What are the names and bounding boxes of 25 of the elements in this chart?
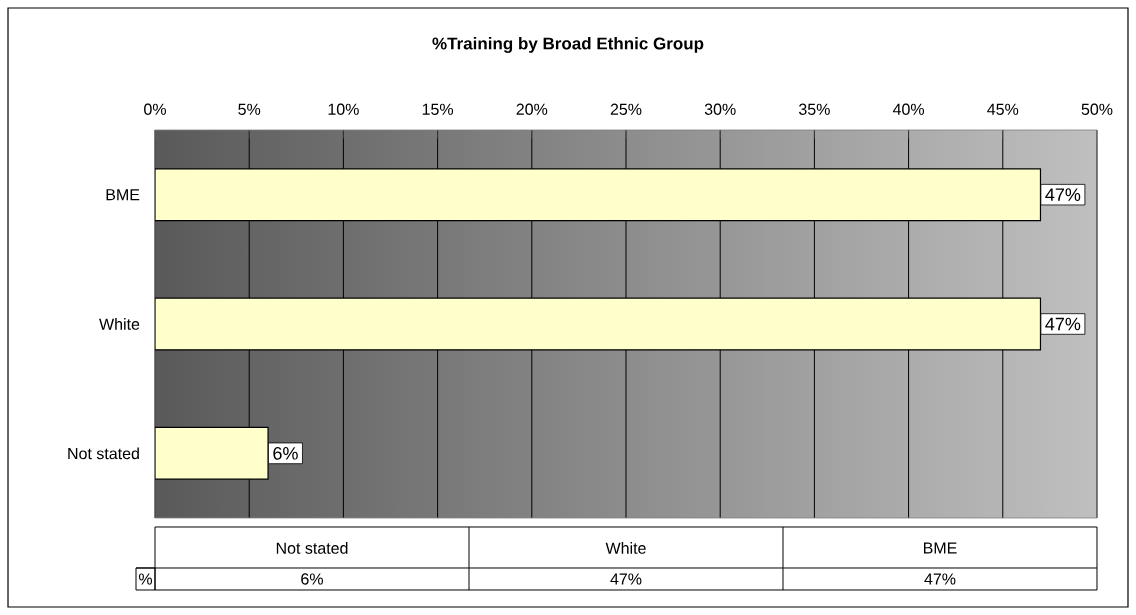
x-tick-label: 15% xyxy=(422,103,454,115)
data-label: 6% xyxy=(273,446,298,460)
x-tick-label: 5% xyxy=(238,103,261,115)
y-tick-label: BME xyxy=(106,189,140,201)
data-label: 47% xyxy=(1045,188,1081,201)
x-tick-label: 40% xyxy=(892,103,925,115)
y-tick-label: White xyxy=(99,318,140,330)
x-tick-label: 10% xyxy=(328,103,359,115)
chart-title: %Training by Broad Ethnic Group xyxy=(432,37,704,53)
x-tick-label: 45% xyxy=(987,103,1019,115)
data-label: 47% xyxy=(1045,317,1081,331)
x-tick-label: 50% xyxy=(1081,103,1113,115)
x-tick-label: 0% xyxy=(144,103,166,115)
x-tick-label: 25% xyxy=(610,103,642,115)
x-tick-label: 30% xyxy=(704,103,736,115)
x-tick-label: 20% xyxy=(516,103,548,115)
text: 47% xyxy=(610,573,642,585)
category-label: Not stated xyxy=(276,542,348,554)
category-label: BME xyxy=(923,542,957,554)
text: % xyxy=(138,573,153,585)
category-label: White xyxy=(605,542,646,554)
y-tick-label: Not stated xyxy=(68,447,139,460)
text: 47% xyxy=(924,573,956,585)
text: 6% xyxy=(301,573,323,585)
x-tick-label: 35% xyxy=(798,103,830,115)
